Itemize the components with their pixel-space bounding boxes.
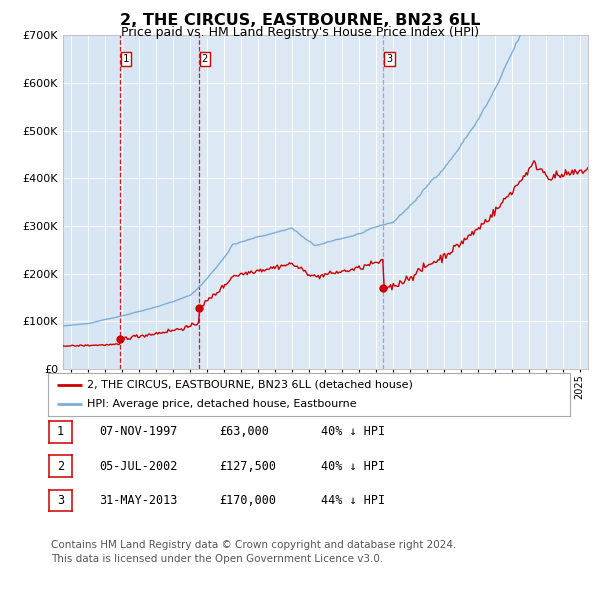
Text: 2, THE CIRCUS, EASTBOURNE, BN23 6LL (detached house): 2, THE CIRCUS, EASTBOURNE, BN23 6LL (det…	[87, 380, 413, 390]
Text: Price paid vs. HM Land Registry's House Price Index (HPI): Price paid vs. HM Land Registry's House …	[121, 26, 479, 39]
Text: 40% ↓ HPI: 40% ↓ HPI	[321, 460, 385, 473]
Text: 1: 1	[123, 54, 129, 64]
Text: 3: 3	[386, 54, 392, 64]
Text: 3: 3	[57, 494, 64, 507]
Text: £170,000: £170,000	[219, 494, 276, 507]
Text: 1: 1	[57, 425, 64, 438]
Text: 2: 2	[57, 460, 64, 473]
Text: 31-MAY-2013: 31-MAY-2013	[99, 494, 178, 507]
Text: 2, THE CIRCUS, EASTBOURNE, BN23 6LL: 2, THE CIRCUS, EASTBOURNE, BN23 6LL	[120, 13, 480, 28]
Text: 2: 2	[202, 54, 208, 64]
Text: 05-JUL-2002: 05-JUL-2002	[99, 460, 178, 473]
Text: £63,000: £63,000	[219, 425, 269, 438]
Text: Contains HM Land Registry data © Crown copyright and database right 2024.
This d: Contains HM Land Registry data © Crown c…	[51, 540, 457, 564]
Bar	[63, 35, 199, 369]
Text: 44% ↓ HPI: 44% ↓ HPI	[321, 494, 385, 507]
Text: HPI: Average price, detached house, Eastbourne: HPI: Average price, detached house, East…	[87, 399, 357, 409]
Text: 07-NOV-1997: 07-NOV-1997	[99, 425, 178, 438]
Text: 40% ↓ HPI: 40% ↓ HPI	[321, 425, 385, 438]
Text: £127,500: £127,500	[219, 460, 276, 473]
